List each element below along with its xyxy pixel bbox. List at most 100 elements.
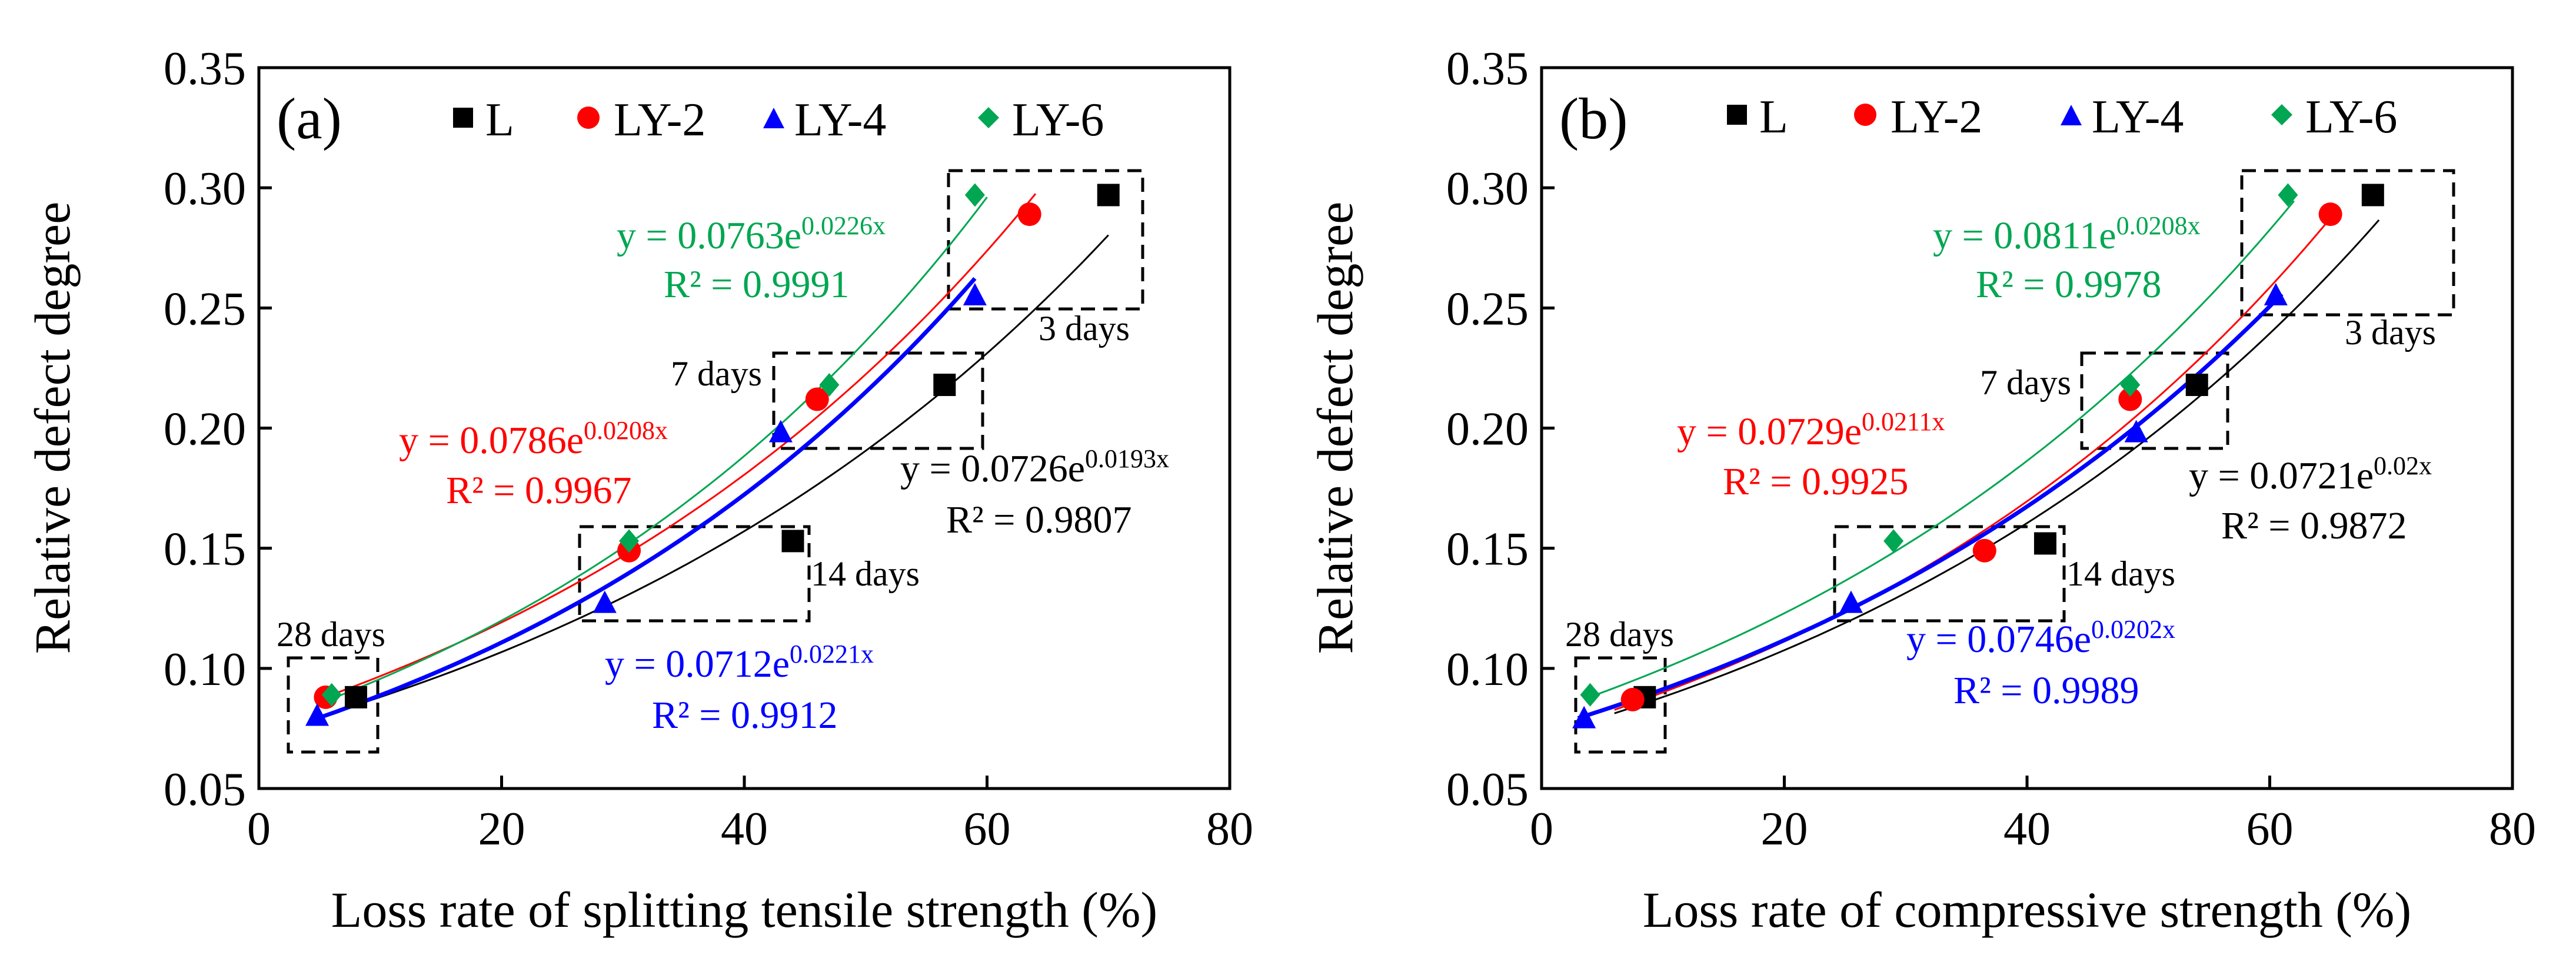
y-tick-labels: 0.05 0.10 0.15 0.20 0.25 0.30 0.35 [164, 43, 272, 816]
r2-ly-6: R² = 0.9991 [664, 263, 850, 306]
y-tick-label: 0.05 [164, 764, 246, 816]
panel-b: 0.05 0.10 0.15 0.20 0.25 0.30 0.35 0 20 40 60 80 R… [1307, 43, 2536, 938]
box-28-days [1574, 656, 1667, 754]
y-tick-label: 0.20 [1446, 404, 1529, 455]
equation-l: y = 0.0726e0.0193x [900, 444, 1169, 490]
equation-ly-4: y = 0.0712e0.0221x [605, 640, 874, 686]
data-point-ly-6 [2120, 373, 2141, 397]
legend-label-ly-4: LY-4 [794, 94, 886, 146]
legend-label-ly-6: LY-6 [2305, 91, 2397, 143]
fit-curve-ly-6 [319, 197, 988, 704]
legend-marker-l [453, 108, 473, 128]
y-tick-label: 0.15 [164, 524, 246, 576]
box-3-days [947, 169, 1144, 311]
annotation-7-days: 7 days [1980, 363, 2071, 402]
data-point-ly-4 [1572, 706, 1596, 729]
data-point-l [345, 686, 367, 708]
x-axis-label: Loss rate of compressive strength (%) [1643, 881, 2411, 938]
panel-a: 0.05 0.10 0.15 0.20 0.25 0.30 0.35 0 20 40 60 80 R… [24, 43, 1253, 938]
data-point-l [933, 374, 956, 396]
x-axis-label: Loss rate of splitting tensile strength … [331, 881, 1157, 938]
y-tick-label: 0.15 [1446, 524, 1529, 576]
data-point-ly-2 [1620, 687, 1645, 711]
data-point-l [2361, 184, 2384, 207]
legend-label-l: L [1759, 91, 1788, 143]
data-markers [305, 183, 1120, 726]
annotation-7-days: 7 days [671, 354, 762, 393]
data-point-ly-4 [963, 282, 987, 305]
r2-ly-4: R² = 0.9989 [1953, 669, 2139, 712]
x-tick-label: 60 [964, 803, 1011, 855]
annotation-3-days: 3 days [1039, 309, 1130, 348]
data-point-ly-4 [305, 703, 329, 726]
r2-l: R² = 0.9872 [2221, 504, 2407, 547]
annotation-14-days: 14 days [811, 554, 920, 593]
y-axis-label: Relative defect degree [24, 202, 81, 654]
r2-ly-6: R² = 0.9978 [1976, 263, 2162, 306]
legend-marker-ly-4 [2061, 105, 2082, 125]
x-tick-label: 20 [1761, 803, 1808, 855]
y-tick-label: 0.05 [1446, 764, 1529, 816]
data-point-ly-4 [1839, 590, 1863, 613]
data-point-ly-6 [1580, 683, 1600, 707]
fit-curve-ly-4 [1577, 292, 2284, 720]
data-point-l [2033, 532, 2056, 555]
box-3-days [2240, 169, 2455, 317]
panel-label: (b) [1559, 86, 1628, 151]
annotation-28-days: 28 days [277, 615, 385, 654]
data-point-ly-6 [2278, 183, 2298, 207]
data-point-ly-2 [1972, 538, 1996, 563]
fit-curve-ly-4 [312, 277, 977, 722]
box-7-days [2080, 351, 2229, 450]
data-point-ly-6 [321, 683, 342, 707]
x-tick-label: 80 [2489, 803, 2536, 855]
r2-l: R² = 0.9807 [946, 498, 1132, 541]
box-7-days [772, 351, 984, 450]
y-tick-label: 0.30 [164, 163, 246, 215]
y-axis-label: Relative defect degree [1307, 202, 1363, 654]
legend-label-ly-2: LY-2 [1891, 91, 1982, 143]
panel-label: (a) [277, 86, 342, 151]
data-point-ly-6 [619, 529, 640, 553]
fit-curve-l [319, 234, 1109, 718]
data-point-ly-4 [593, 590, 617, 613]
data-point-ly-2 [805, 387, 829, 411]
equation-ly-2: y = 0.0786e0.0208x [399, 416, 668, 462]
data-point-ly-6 [964, 183, 985, 207]
data-point-ly-6 [819, 373, 840, 397]
data-point-ly-2 [1017, 202, 1041, 227]
y-tick-label: 0.35 [1446, 43, 1529, 95]
data-point-ly-6 [1883, 529, 1904, 553]
legend: L LY-2 LY-4 LY-6 [1727, 91, 2397, 143]
r2-ly-2: R² = 0.9967 [446, 469, 632, 512]
box-14-days [578, 525, 811, 623]
annotation-14-days: 14 days [2066, 554, 2175, 593]
data-point-l [2185, 374, 2208, 396]
fit-curve-ly-6 [1583, 200, 2295, 700]
equation-ly-6: y = 0.0763e0.0226x [617, 211, 886, 257]
legend-marker-l [1727, 105, 1747, 125]
box-14-days [1833, 525, 2066, 623]
y-tick-label: 0.10 [1446, 644, 1529, 696]
x-tick-labels: 0 20 40 60 80 [1530, 776, 2536, 855]
equation-ly-6: y = 0.0811e0.0208x [1933, 211, 2201, 257]
fit-curves [312, 193, 1109, 722]
box-28-days [287, 656, 380, 754]
y-tick-labels: 0.05 0.10 0.15 0.20 0.25 0.30 0.35 [1446, 43, 1555, 816]
r2-ly-2: R² = 0.9925 [1723, 460, 1909, 503]
legend-marker-ly-4 [763, 108, 784, 128]
data-markers [1572, 183, 2384, 729]
x-tick-label: 0 [1530, 803, 1553, 855]
equation-ly-4: y = 0.0746e0.0202x [1906, 615, 2175, 661]
legend: L LY-2 LY-4 LY-6 [453, 94, 1104, 146]
legend-label-ly-6: LY-6 [1012, 94, 1104, 146]
x-tick-label: 0 [247, 803, 271, 855]
y-tick-label: 0.20 [164, 404, 246, 455]
fit-curve-l [1614, 219, 2380, 714]
legend-marker-ly-6 [2271, 104, 2292, 125]
data-point-ly-2 [2118, 387, 2142, 411]
data-point-ly-4 [2264, 282, 2288, 305]
fit-curves [1577, 200, 2380, 720]
x-tick-label: 20 [478, 803, 525, 855]
annotation-28-days: 28 days [1565, 615, 1674, 654]
